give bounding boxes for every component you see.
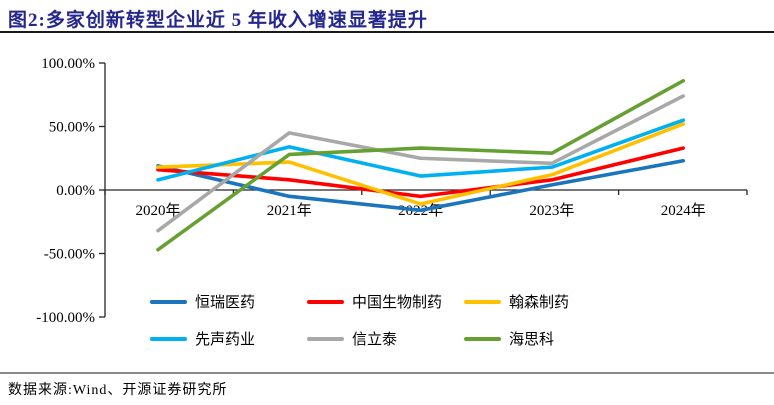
legend-swatch xyxy=(307,299,344,304)
legend-item: 信立泰 xyxy=(307,320,464,357)
legend-swatch xyxy=(464,299,501,304)
footer-divider xyxy=(0,372,774,374)
series-line-2 xyxy=(156,122,686,206)
chart-legend: 恒瑞医药 中国生物制药 翰森制药先声药业 信立泰 海思科 xyxy=(150,283,624,357)
x-tick-label: 2023年 xyxy=(529,202,574,219)
y-tick-label: -100.00% xyxy=(36,310,95,326)
legend-label: 先声药业 xyxy=(195,332,256,348)
x-tick-label: 2022年 xyxy=(398,202,443,219)
legend-label: 信立泰 xyxy=(352,332,398,348)
y-tick-label: -50.00% xyxy=(44,247,95,263)
data-source: 数据来源:Wind、开源证券研究所 xyxy=(8,383,228,398)
title-divider xyxy=(0,31,774,33)
legend-swatch xyxy=(307,336,344,341)
legend-label: 翰森制药 xyxy=(509,295,570,311)
legend-label: 中国生物制药 xyxy=(352,295,443,311)
legend-swatch xyxy=(150,336,187,341)
legend-item: 翰森制药 xyxy=(464,283,624,320)
legend-item: 恒瑞医药 xyxy=(150,283,307,320)
figure-title: 图2:多家创新转型企业近 5 年收入增速显著提升 xyxy=(8,10,428,31)
series-line-3 xyxy=(156,118,686,182)
y-tick-label: 0.00% xyxy=(56,183,95,199)
legend-swatch xyxy=(464,336,501,341)
legend-label: 海思科 xyxy=(509,332,555,348)
legend-item: 中国生物制药 xyxy=(307,283,464,320)
legend-item: 海思科 xyxy=(464,320,624,357)
y-tick-label: 100.00% xyxy=(41,56,95,72)
legend-label: 恒瑞医药 xyxy=(195,295,256,311)
legend-item: 先声药业 xyxy=(150,320,307,357)
legend-swatch xyxy=(150,299,187,304)
y-tick-label: 50.00% xyxy=(49,120,95,136)
x-tick-label: 2024年 xyxy=(661,202,706,219)
series-line-1 xyxy=(156,146,686,199)
series-line-0 xyxy=(156,158,686,213)
series-line-5 xyxy=(156,78,686,252)
x-tick-label: 2020年 xyxy=(135,202,180,219)
series-line-4 xyxy=(156,94,686,233)
x-tick-label: 2021年 xyxy=(267,202,312,219)
